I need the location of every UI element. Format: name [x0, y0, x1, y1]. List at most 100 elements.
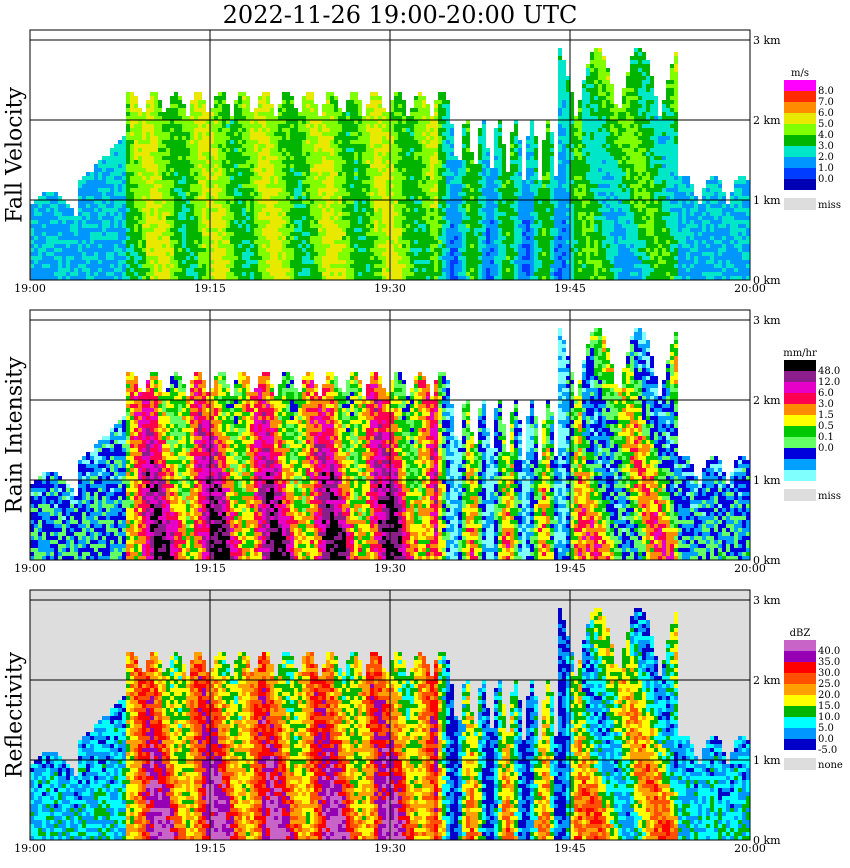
heatmap-cell	[198, 232, 202, 236]
heatmap-cell	[486, 256, 490, 260]
heatmap-cell	[210, 244, 214, 248]
heatmap-cell	[210, 240, 214, 244]
heatmap-cell	[166, 268, 170, 272]
heatmap-cell	[242, 240, 246, 244]
heatmap-cell	[466, 212, 470, 216]
heatmap-cell	[290, 160, 294, 164]
heatmap-cell	[82, 212, 86, 216]
heatmap-cell	[302, 216, 306, 220]
heatmap-cell	[170, 184, 174, 188]
heatmap-cell	[250, 168, 254, 172]
heatmap-cell	[430, 188, 434, 192]
heatmap-cell	[330, 208, 334, 212]
heatmap-cell	[158, 176, 162, 180]
heatmap-cell	[194, 200, 198, 204]
heatmap-cell	[194, 172, 198, 176]
heatmap-cell	[422, 196, 426, 200]
heatmap-cell	[282, 204, 286, 208]
heatmap-cell	[406, 252, 410, 256]
heatmap-cell	[98, 160, 102, 164]
heatmap-cell	[162, 112, 166, 116]
heatmap-cell	[394, 260, 398, 264]
heatmap-cell	[66, 252, 70, 256]
heatmap-cell	[478, 212, 482, 216]
heatmap-cell	[374, 172, 378, 176]
heatmap-cell	[386, 140, 390, 144]
heatmap-cell	[42, 200, 46, 204]
heatmap-cell	[482, 252, 486, 256]
heatmap-cell	[246, 120, 250, 124]
heatmap-cell	[222, 268, 226, 272]
heatmap-cell	[422, 204, 426, 208]
heatmap-cell	[230, 196, 234, 200]
heatmap-cell	[322, 160, 326, 164]
heatmap-cell	[262, 228, 266, 232]
heatmap-cell	[206, 224, 210, 228]
heatmap-cell	[254, 244, 258, 248]
heatmap-cell	[178, 212, 182, 216]
heatmap-cell	[186, 204, 190, 208]
heatmap-cell	[382, 204, 386, 208]
heatmap-cell	[306, 168, 310, 172]
heatmap-cell	[298, 220, 302, 224]
heatmap-cell	[366, 220, 370, 224]
heatmap-cell	[302, 108, 306, 112]
heatmap-cell	[446, 156, 450, 160]
heatmap-cell	[186, 220, 190, 224]
heatmap-cell	[34, 272, 38, 276]
heatmap-cell	[290, 192, 294, 196]
heatmap-cell	[298, 240, 302, 244]
heatmap-cell	[246, 244, 250, 248]
heatmap-cell	[346, 152, 350, 156]
heatmap-cell	[138, 112, 142, 116]
heatmap-cell	[470, 252, 474, 256]
heatmap-cell	[214, 192, 218, 196]
heatmap-cell	[430, 256, 434, 260]
heatmap-cell	[150, 188, 154, 192]
heatmap-cell	[226, 188, 230, 192]
heatmap-cell	[230, 240, 234, 244]
heatmap-cell	[318, 116, 322, 120]
heatmap-cell	[362, 176, 366, 180]
heatmap-cell	[78, 232, 82, 236]
heatmap-cell	[170, 132, 174, 136]
heatmap-cell	[238, 236, 242, 240]
heatmap-cell	[106, 256, 110, 260]
heatmap-cell	[302, 252, 306, 256]
heatmap-cell	[506, 260, 510, 264]
heatmap-cell	[286, 156, 290, 160]
heatmap-cell	[242, 148, 246, 152]
heatmap-cell	[418, 268, 422, 272]
heatmap-cell	[70, 252, 74, 256]
heatmap-cell	[214, 176, 218, 180]
heatmap-cell	[470, 232, 474, 236]
heatmap-cell	[350, 196, 354, 200]
heatmap-cell	[458, 176, 462, 180]
heatmap-cell	[450, 180, 454, 184]
heatmap-cell	[366, 124, 370, 128]
heatmap-cell	[438, 192, 442, 196]
heatmap-cell	[30, 220, 34, 224]
heatmap-cell	[402, 244, 406, 248]
heatmap-cell	[250, 252, 254, 256]
heatmap-cell	[438, 248, 442, 252]
heatmap-cell	[178, 144, 182, 148]
heatmap-cell	[322, 104, 326, 108]
heatmap-cell	[90, 180, 94, 184]
heatmap-cell	[258, 112, 262, 116]
heatmap-cell	[50, 268, 54, 272]
heatmap-cell	[174, 196, 178, 200]
heatmap-cell	[418, 132, 422, 136]
heatmap-cell	[482, 244, 486, 248]
heatmap-cell	[418, 236, 422, 240]
heatmap-cell	[510, 268, 514, 272]
heatmap-cell	[414, 156, 418, 160]
heatmap-cell	[158, 276, 162, 280]
heatmap-cell	[330, 128, 334, 132]
heatmap-cell	[306, 124, 310, 128]
heatmap-cell	[402, 168, 406, 172]
heatmap-cell	[302, 156, 306, 160]
heatmap-cell	[90, 236, 94, 240]
heatmap-cell	[58, 244, 62, 248]
heatmap-cell	[170, 164, 174, 168]
